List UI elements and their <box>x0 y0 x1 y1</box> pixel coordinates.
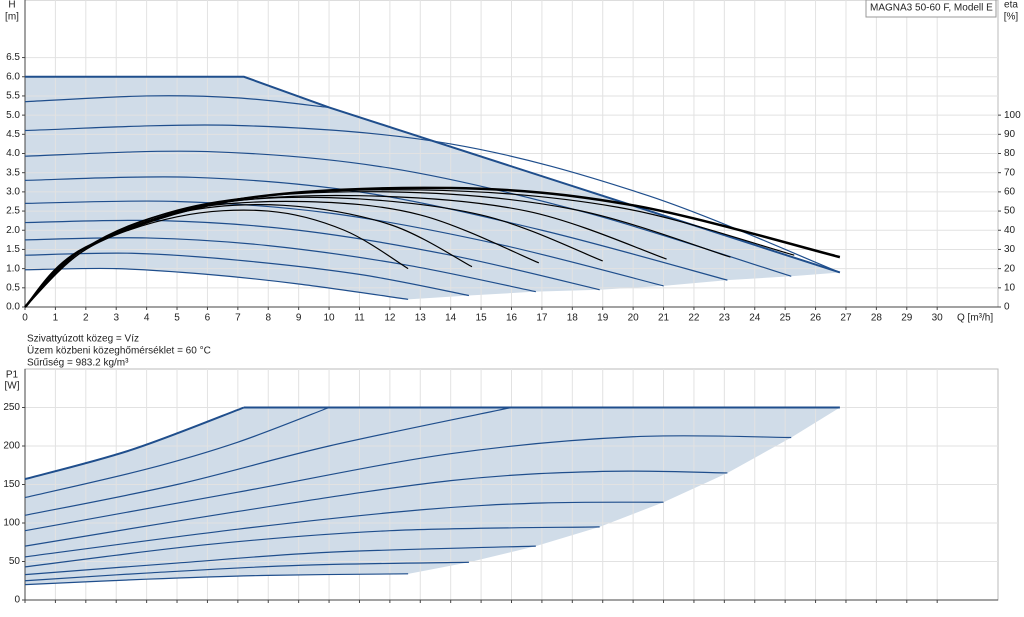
curve <box>24 252 470 297</box>
y-tick-label: 3.0 <box>6 187 20 198</box>
y2-tick-label: 50 <box>1004 206 1016 217</box>
y2-tick-label: 0 <box>1004 302 1010 313</box>
y2-tick-label: 10 <box>1004 282 1016 293</box>
curve <box>24 204 473 308</box>
x-tick-label: 17 <box>536 313 548 324</box>
y-tick-label: 4.0 <box>6 148 20 159</box>
curve <box>24 406 330 499</box>
y-tick-label: 0 <box>14 595 20 606</box>
x-tick-label: 11 <box>354 313 365 324</box>
x-tick-label: 30 <box>932 313 944 324</box>
y-tick-label: 0.5 <box>6 282 20 293</box>
y-tick-label: 3.5 <box>6 167 20 178</box>
y-tick-label: 1.0 <box>6 263 20 274</box>
curve <box>24 200 664 287</box>
curve <box>24 435 792 532</box>
curve <box>25 75 841 274</box>
x-tick-label: 23 <box>719 313 731 324</box>
y-tick-label: 2.0 <box>6 225 20 236</box>
x-tick-label: 29 <box>901 313 913 324</box>
y-tick-label: 5.0 <box>6 110 20 121</box>
y-label: P1 <box>6 370 19 381</box>
y-label: H <box>8 0 15 11</box>
note: Üzem közbeni közeghőmérséklet = 60 °C <box>27 345 211 357</box>
curve <box>24 219 600 291</box>
curve <box>24 186 841 308</box>
y-tick-label: 2.5 <box>6 206 20 217</box>
y2-unit: [%] <box>1004 12 1019 23</box>
y-tick-label: 0.0 <box>6 302 20 313</box>
x-tick-label: 26 <box>810 313 822 324</box>
y2-tick-label: 40 <box>1004 225 1016 236</box>
x-tick-label: 15 <box>476 313 488 324</box>
x-tick-label: 19 <box>597 313 609 324</box>
x-tick-label: 13 <box>415 313 427 324</box>
x-tick-label: 9 <box>296 313 302 324</box>
x-tick-label: 5 <box>174 313 180 324</box>
x-tick-label: 20 <box>628 313 640 324</box>
x-tick-label: 27 <box>840 313 852 324</box>
curve <box>24 573 409 586</box>
x-tick-label: 0 <box>22 313 28 324</box>
x-tick-label: 25 <box>780 313 792 324</box>
y-tick-label: 6.5 <box>6 52 20 63</box>
y2-tick-label: 30 <box>1004 244 1016 255</box>
operating-area <box>25 407 840 585</box>
y2-label: eta <box>1004 0 1018 11</box>
y2-tick-label: 90 <box>1004 129 1016 140</box>
y2-tick-label: 20 <box>1004 263 1016 274</box>
y-tick-label: 6.0 <box>6 71 20 82</box>
y-tick-label: 100 <box>3 518 20 529</box>
x-tick-label: 1 <box>53 313 59 324</box>
y2-tick-label: 80 <box>1004 148 1016 159</box>
curve <box>24 267 409 300</box>
curve <box>24 561 469 582</box>
x-tick-label: 6 <box>205 313 211 324</box>
y-tick-label: 150 <box>3 479 20 490</box>
x-tick-label: 18 <box>567 313 579 324</box>
note: Sűrűség = 983.2 kg/m³ <box>27 358 129 369</box>
model-box <box>865 0 997 18</box>
x-tick-label: 21 <box>658 313 670 324</box>
curve <box>24 470 728 547</box>
x-tick-label: 16 <box>506 313 518 324</box>
x-label: Q [m³/h] <box>957 313 993 324</box>
x-tick-label: 10 <box>324 313 336 324</box>
curve <box>24 124 841 274</box>
note: Szivattyúzott közeg = Víz <box>27 334 139 345</box>
model-label: MAGNA3 50-60 F, Modell E <box>870 3 993 14</box>
y-unit: [W] <box>5 381 20 392</box>
x-tick-label: 12 <box>384 313 396 324</box>
y-unit: [m] <box>5 12 19 23</box>
y2-tick-label: 60 <box>1004 187 1016 198</box>
y-tick-label: 5.5 <box>6 91 20 102</box>
curve <box>24 545 536 576</box>
x-tick-label: 8 <box>265 313 271 324</box>
x-tick-label: 7 <box>235 313 241 324</box>
y-tick-label: 200 <box>3 441 20 452</box>
x-tick-label: 14 <box>445 313 457 324</box>
curve <box>24 501 664 558</box>
curve <box>24 406 512 516</box>
x-tick-label: 22 <box>688 313 700 324</box>
y2-tick-label: 100 <box>1004 110 1021 121</box>
curve <box>24 526 600 568</box>
x-tick-label: 2 <box>83 313 89 324</box>
x-tick-label: 4 <box>144 313 150 324</box>
y-tick-label: 250 <box>3 402 20 413</box>
y2-tick-label: 70 <box>1004 167 1016 178</box>
curve <box>24 95 330 109</box>
x-tick-label: 24 <box>749 313 761 324</box>
y-tick-label: 1.5 <box>6 244 20 255</box>
x-tick-label: 28 <box>871 313 883 324</box>
y-tick-label: 50 <box>9 556 21 567</box>
curve <box>24 406 245 481</box>
y-tick-label: 4.5 <box>6 129 20 140</box>
curve <box>24 150 792 277</box>
x-tick-label: 3 <box>113 313 119 324</box>
